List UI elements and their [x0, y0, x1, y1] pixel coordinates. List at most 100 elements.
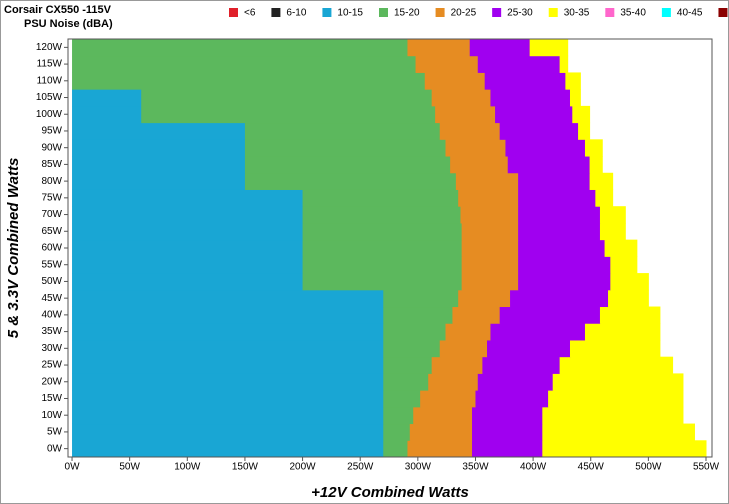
band-segment — [72, 406, 384, 425]
band-segment — [552, 373, 684, 391]
band-segment — [518, 256, 611, 274]
band-segment — [472, 406, 543, 425]
y-tick-label: 20W — [41, 376, 62, 387]
y-tick-label: 45W — [41, 293, 62, 304]
band-segment — [383, 306, 453, 324]
band-segment — [499, 122, 579, 140]
band-segment — [452, 306, 501, 324]
band-segment — [72, 306, 384, 324]
band-segment — [542, 423, 695, 441]
band-segment — [589, 172, 614, 190]
band-segment — [72, 156, 246, 174]
band-segment — [595, 189, 614, 207]
band-segment — [477, 373, 554, 391]
band-segment — [435, 105, 496, 124]
band-segment — [383, 339, 441, 358]
band-segment — [477, 55, 561, 73]
band-segment — [484, 72, 566, 90]
band-segment — [542, 440, 707, 458]
band-segment — [72, 323, 384, 341]
band-segment — [490, 323, 586, 341]
y-tick-label: 5W — [47, 427, 63, 438]
band-segment — [518, 239, 606, 257]
band-segment — [428, 373, 479, 391]
band-segment — [72, 89, 142, 107]
y-tick-label: 75W — [41, 192, 62, 203]
band-segment — [439, 122, 501, 140]
y-tick-label: 40W — [41, 310, 62, 321]
chart-title: Corsair CX550 -115V — [4, 4, 112, 16]
legend-swatch — [492, 8, 502, 17]
band-segment — [72, 172, 246, 190]
x-tick-label: 300W — [405, 462, 432, 473]
band-segment — [72, 256, 304, 274]
legend-label: 35-40 — [620, 8, 646, 19]
band-segment — [610, 273, 649, 291]
band-segment — [518, 206, 601, 224]
band-segment — [589, 156, 603, 174]
band-segment — [518, 172, 591, 190]
x-tick-label: 250W — [347, 462, 374, 473]
x-tick-label: 50W — [119, 462, 140, 473]
band-segment — [599, 222, 626, 241]
y-tick-label: 65W — [41, 226, 62, 237]
band-segment — [72, 239, 304, 257]
legend-label: 15-20 — [394, 8, 420, 19]
x-tick-label: 500W — [635, 462, 662, 473]
band-segment — [407, 39, 471, 57]
band-segment — [458, 189, 519, 207]
chart-subtitle: PSU Noise (dBA) — [24, 18, 113, 30]
band-segment — [572, 105, 591, 124]
legend-swatch — [379, 8, 388, 17]
legend-label: 10-15 — [337, 8, 363, 19]
band-segment — [529, 39, 569, 57]
band-segment — [383, 440, 408, 458]
band-segment — [507, 156, 591, 174]
band-segment — [559, 356, 674, 374]
band-segment — [499, 306, 601, 324]
y-tick-label: 50W — [41, 276, 62, 287]
y-axis-label: 5 & 3.3V Combined Watts — [5, 158, 22, 339]
band-segment — [383, 373, 429, 391]
y-tick-label: 15W — [41, 393, 62, 404]
x-tick-label: 150W — [232, 462, 259, 473]
band-segment — [490, 89, 571, 107]
y-tick-label: 100W — [36, 109, 63, 120]
band-segment — [431, 89, 491, 107]
y-tick-label: 80W — [41, 176, 62, 187]
legend-label: 30-35 — [564, 8, 590, 19]
band-segment — [495, 105, 573, 124]
band-segment — [510, 289, 609, 308]
band-segment — [569, 339, 661, 358]
x-tick-label: 450W — [578, 462, 605, 473]
band-segment — [445, 323, 491, 341]
legend-swatch — [229, 8, 238, 17]
y-tick-label: 85W — [41, 159, 62, 170]
band-segment — [578, 122, 591, 140]
band-segment — [72, 289, 384, 308]
band-segment — [548, 390, 684, 408]
band-segment — [302, 206, 461, 224]
band-segment — [505, 139, 586, 157]
band-segment — [610, 256, 638, 274]
band-segment — [72, 55, 417, 73]
band-segment — [450, 156, 509, 174]
band-segment — [141, 89, 433, 107]
band-segment — [244, 139, 447, 157]
band-segment — [469, 39, 531, 57]
band-segment — [302, 239, 463, 257]
band-segment — [424, 72, 486, 90]
band-segment — [599, 206, 626, 224]
band-segment — [584, 323, 661, 341]
y-tick-label: 70W — [41, 209, 62, 220]
band-segment — [472, 440, 543, 458]
band-segment — [72, 122, 246, 140]
legend-label: <6 — [244, 8, 256, 19]
band-segment — [141, 105, 436, 124]
band-segment — [407, 440, 473, 458]
y-tick-label: 35W — [41, 326, 62, 337]
y-tick-label: 95W — [41, 126, 62, 137]
band-segment — [383, 323, 447, 341]
band-segment — [72, 390, 384, 408]
